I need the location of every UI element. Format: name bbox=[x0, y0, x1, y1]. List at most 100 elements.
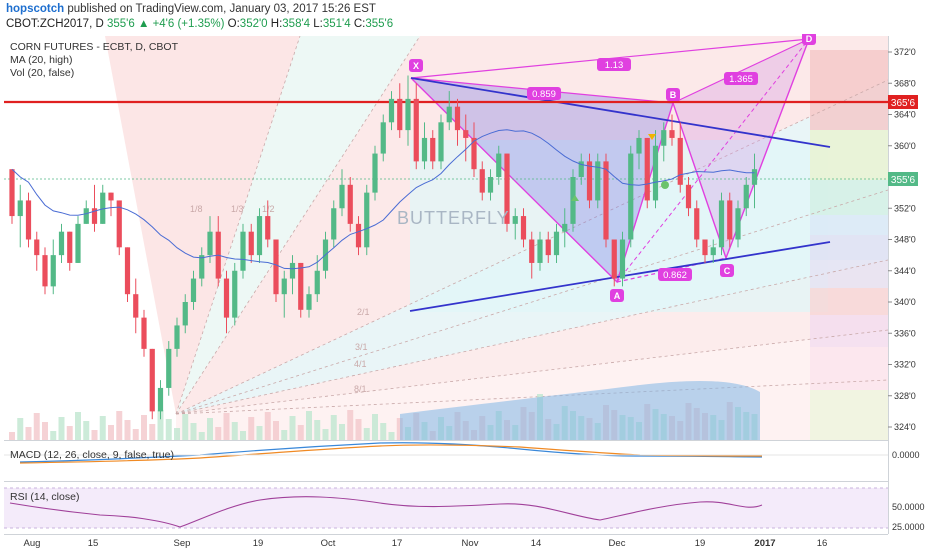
candle-body bbox=[273, 239, 279, 295]
time-tick-label: 15 bbox=[88, 538, 99, 549]
candle-body bbox=[372, 153, 378, 193]
pattern-ratio-label: 1.13 bbox=[605, 60, 624, 71]
fan-label: 1/2 bbox=[262, 204, 275, 214]
pattern-point-badge bbox=[409, 59, 423, 72]
volume-bar bbox=[124, 420, 131, 440]
volume-bar bbox=[306, 411, 312, 440]
pattern-ratio-label: 1.365 bbox=[729, 74, 753, 85]
volume-bar bbox=[25, 427, 32, 440]
candle-body bbox=[636, 137, 642, 154]
author-link[interactable]: hopscotch bbox=[6, 3, 65, 15]
candle-body bbox=[446, 106, 452, 123]
candle-body bbox=[454, 106, 461, 131]
volume-bar bbox=[190, 423, 197, 440]
candle-body bbox=[463, 130, 469, 138]
volume-bar bbox=[355, 419, 362, 440]
candle-body bbox=[34, 239, 40, 256]
time-tick-label: 19 bbox=[695, 538, 706, 549]
price-tick-label: 336'0 bbox=[894, 328, 916, 338]
legend-rsi[interactable]: RSI (14, close) bbox=[10, 491, 79, 503]
price-tick-label: 360'0 bbox=[894, 141, 916, 151]
rsi-axis-label-25: 25.0000 bbox=[892, 522, 925, 532]
candle-body bbox=[751, 169, 758, 185]
volume-bar bbox=[33, 413, 40, 440]
candle-body bbox=[331, 208, 337, 240]
candle-body bbox=[727, 200, 733, 240]
candle-body bbox=[504, 153, 510, 224]
pattern-ratio-badge bbox=[597, 58, 631, 71]
candle-body bbox=[520, 216, 527, 240]
rsi-line bbox=[9, 496, 763, 528]
upper-trendline bbox=[410, 77, 831, 148]
candle-body bbox=[529, 239, 535, 263]
candle-body bbox=[562, 223, 568, 232]
pattern-ratio-label: 0.859 bbox=[532, 89, 556, 100]
candle-body bbox=[190, 278, 197, 302]
candle-body bbox=[75, 223, 81, 263]
candle-body bbox=[347, 184, 353, 224]
macd-pane[interactable] bbox=[4, 441, 888, 481]
high-label: H: bbox=[270, 18, 283, 30]
volume-bar bbox=[50, 431, 57, 440]
volume-bar bbox=[231, 422, 238, 440]
fan-label: 4/1 bbox=[354, 359, 367, 369]
close-label: C: bbox=[353, 18, 366, 30]
close-value: 355'6 bbox=[365, 18, 394, 30]
candle-body bbox=[116, 200, 122, 248]
volume-bar bbox=[99, 416, 106, 440]
candle-body bbox=[735, 208, 741, 240]
price-axis: 324'0 328'0 332'0 336'0 340'0 344'0 348'0 352'0… bbox=[888, 47, 916, 432]
volume-bar bbox=[207, 418, 213, 440]
time-tick-label: Sep bbox=[174, 538, 191, 549]
candle-body bbox=[397, 98, 403, 131]
gann-fan-rays bbox=[175, 36, 888, 415]
current-price-text: 355'6 bbox=[891, 175, 916, 186]
candle-body bbox=[314, 270, 320, 295]
volume-bar bbox=[149, 424, 156, 440]
volume-bar bbox=[240, 431, 246, 440]
volume-bar bbox=[198, 432, 205, 440]
volume-bar bbox=[108, 425, 114, 440]
volume-bar bbox=[281, 430, 288, 440]
candle-body bbox=[364, 192, 370, 248]
candle-body bbox=[677, 137, 683, 185]
price-tick-label: 368'0 bbox=[894, 78, 916, 88]
volume-bar bbox=[17, 418, 24, 440]
legend-ma[interactable]: MA (20, high) bbox=[10, 54, 72, 66]
legend-vol[interactable]: Vol (20, false) bbox=[10, 67, 74, 79]
volume-bar bbox=[273, 421, 279, 440]
macd-lines bbox=[4, 442, 888, 464]
low-value: 351'4 bbox=[322, 18, 351, 30]
volume-bar bbox=[141, 415, 147, 440]
legend-title[interactable]: CORN FUTURES - ECBT, D, CBOT bbox=[10, 41, 179, 53]
time-tick-label: Aug bbox=[24, 538, 41, 549]
candle-body bbox=[50, 255, 56, 287]
volume-bar bbox=[9, 432, 15, 440]
pattern-point-label: X bbox=[413, 61, 419, 71]
candle-body bbox=[430, 137, 436, 162]
volume-bar bbox=[256, 426, 263, 440]
candle-body bbox=[83, 208, 89, 224]
candle-body bbox=[355, 223, 362, 248]
price-axis-border bbox=[888, 36, 889, 534]
volume-ma-area bbox=[400, 380, 760, 440]
candle-body bbox=[281, 278, 287, 295]
volume-bar bbox=[132, 429, 139, 440]
candle-body bbox=[603, 161, 609, 240]
up-arrow-icon: ▲ bbox=[137, 18, 150, 30]
volume-bar bbox=[83, 421, 90, 440]
candle-body bbox=[289, 262, 296, 279]
ohlc-line: CBOT:ZCH2017, D 355'6 ▲ +4'6 (+1.35%) O:… bbox=[6, 18, 393, 30]
candle-body bbox=[25, 200, 32, 240]
candle-body bbox=[652, 145, 659, 201]
price-change: +4'6 (+1.35%) bbox=[152, 18, 225, 30]
candle-body bbox=[644, 137, 650, 201]
fib-bands bbox=[810, 50, 888, 440]
symbol-label: CBOT:ZCH2017, D bbox=[6, 18, 104, 30]
legend-macd[interactable]: MACD (12, 26, close, 9, false, true) bbox=[10, 449, 174, 461]
candle-body bbox=[743, 184, 749, 209]
fan-labels: 2/1 3/1 4/1 8/1 1/8 1/3 1/2 bbox=[190, 204, 370, 394]
price-chart[interactable]: 2/1 3/1 4/1 8/1 1/8 1/3 1/2 bbox=[0, 34, 932, 550]
candle-body bbox=[9, 169, 15, 217]
up-arrow-marker bbox=[571, 195, 579, 201]
